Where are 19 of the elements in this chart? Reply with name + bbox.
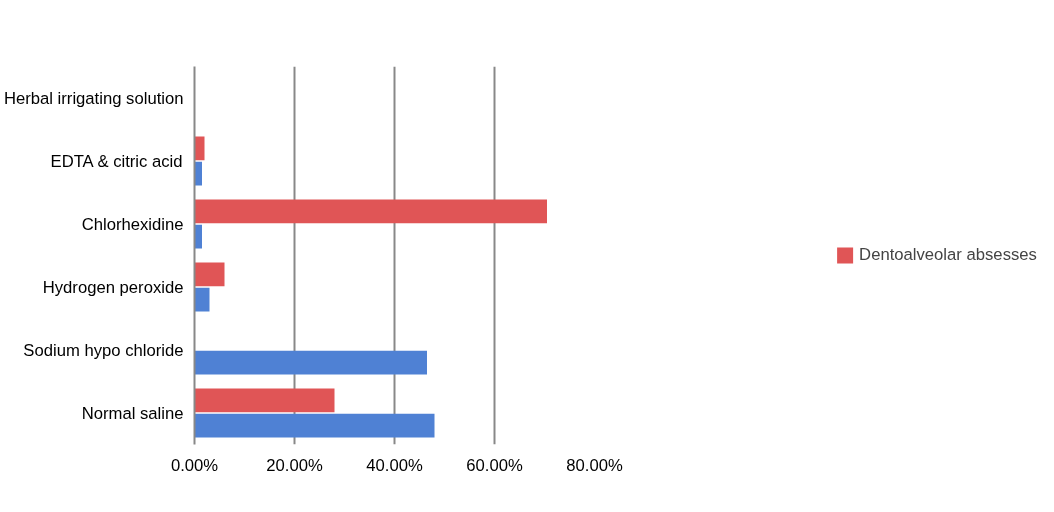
y-tick-label: Sodium hypo chloride — [23, 340, 184, 360]
bar — [194, 136, 205, 161]
y-tick-label: EDTA & citric acid — [50, 151, 183, 171]
bar — [194, 287, 210, 312]
y-tick-label: Hydrogen peroxide — [42, 277, 184, 297]
x-tick-label: 0.00% — [170, 455, 219, 475]
bar — [194, 388, 335, 413]
y-tick-label: Chlorhexidine — [81, 214, 184, 234]
x-tick-label: 40.00% — [366, 455, 423, 475]
bar — [194, 199, 547, 224]
legend-label: Dentoalveolar absesses — [859, 245, 1037, 265]
bar — [194, 413, 435, 438]
bar — [194, 350, 427, 375]
x-tick-label: 20.00% — [266, 455, 323, 475]
x-tick-label: 80.00% — [566, 455, 623, 475]
y-tick-label: Herbal irrigating solution — [3, 88, 184, 108]
bar — [194, 262, 225, 287]
y-tick-label: Normal saline — [81, 403, 184, 423]
x-tick-label: 60.00% — [466, 455, 523, 475]
